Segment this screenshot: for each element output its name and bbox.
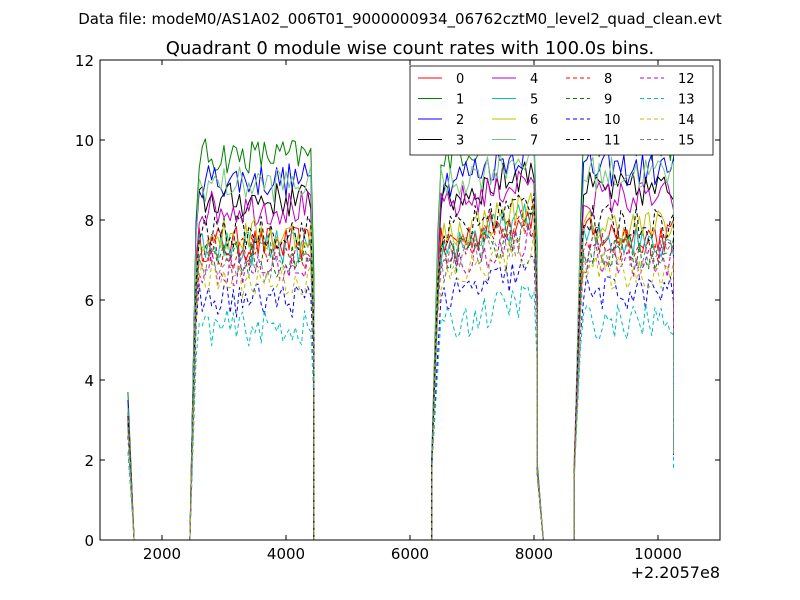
x-tick-label: 4000 xyxy=(267,545,305,563)
series-line-2 xyxy=(127,140,674,541)
legend-label: 12 xyxy=(678,72,695,87)
figure-suptitle: Data file: modeM0/AS1A02_006T01_90000009… xyxy=(78,10,722,29)
legend-label: 5 xyxy=(530,93,538,108)
series-line-15 xyxy=(127,218,674,541)
y-tick-label: 8 xyxy=(84,212,94,230)
series-line-7 xyxy=(127,140,674,541)
x-tick-label: 6000 xyxy=(391,545,429,563)
series-line-13 xyxy=(127,284,674,541)
series-line-3 xyxy=(127,161,674,541)
legend-label: 10 xyxy=(604,113,621,128)
legend-label: 2 xyxy=(456,113,464,128)
legend-label: 7 xyxy=(530,134,538,149)
legend-label: 0 xyxy=(456,72,464,87)
legend-label: 13 xyxy=(678,93,695,108)
chart-title: Quadrant 0 module wise count rates with … xyxy=(166,38,655,59)
x-tick-label: 10000 xyxy=(634,545,682,563)
legend-label: 1 xyxy=(456,93,464,108)
series-line-5 xyxy=(127,203,674,541)
series-line-4 xyxy=(127,170,674,541)
series-line-14 xyxy=(127,230,674,541)
legend-label: 11 xyxy=(604,134,621,149)
y-tick-label: 12 xyxy=(75,52,94,70)
y-tick-label: 4 xyxy=(84,372,94,390)
y-tick-label: 10 xyxy=(75,132,94,150)
x-tick-label: 2000 xyxy=(143,545,181,563)
legend-label: 8 xyxy=(604,72,612,87)
series-line-12 xyxy=(127,227,674,541)
x-tick-label: 8000 xyxy=(515,545,553,563)
legend-label: 4 xyxy=(530,72,538,87)
legend-frame xyxy=(409,65,714,156)
legend-label: 3 xyxy=(456,134,464,149)
series-layer xyxy=(127,116,674,541)
series-line-11 xyxy=(127,192,674,541)
y-tick-label: 2 xyxy=(84,452,94,470)
y-tick-label: 0 xyxy=(84,532,94,550)
legend-label: 9 xyxy=(604,93,612,108)
y-tick-label: 6 xyxy=(84,292,94,310)
x-offset-label: +2.2057e8 xyxy=(631,563,720,582)
legend-label: 14 xyxy=(678,113,695,128)
legend-label: 15 xyxy=(678,134,695,149)
legend-label: 6 xyxy=(530,113,538,128)
